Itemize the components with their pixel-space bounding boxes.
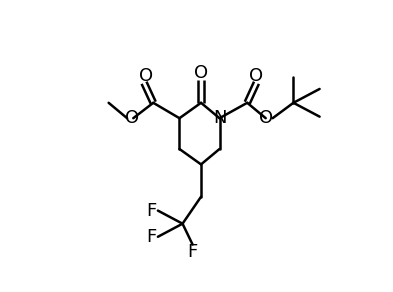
Text: N: N — [213, 109, 226, 127]
Text: O: O — [194, 64, 208, 82]
Text: F: F — [187, 243, 198, 261]
Text: O: O — [138, 67, 152, 85]
Text: F: F — [146, 228, 156, 246]
Text: F: F — [146, 201, 156, 220]
Text: O: O — [250, 67, 264, 85]
Text: O: O — [259, 109, 274, 127]
Text: O: O — [125, 109, 140, 127]
